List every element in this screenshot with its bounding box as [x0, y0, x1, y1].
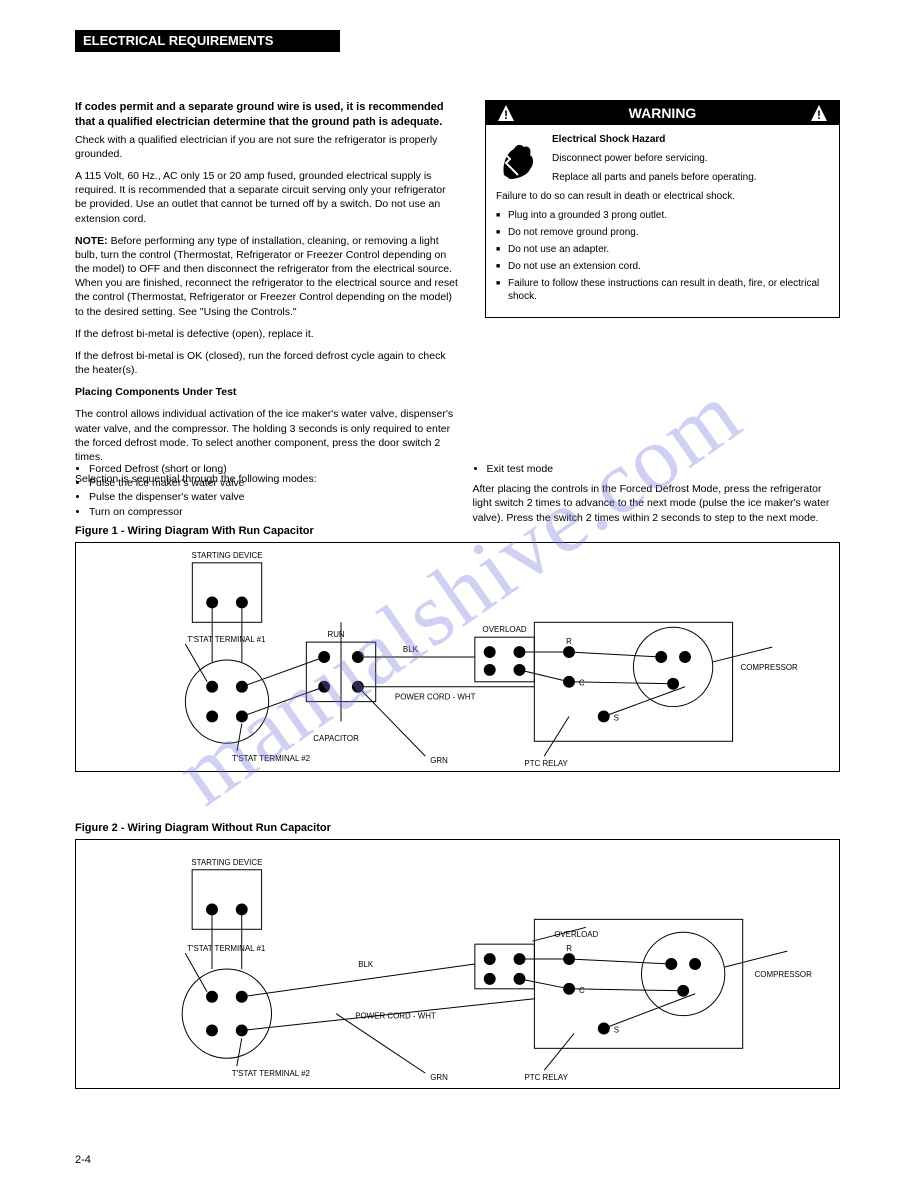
svg-label: S	[614, 713, 619, 722]
warning-line2: Replace all parts and panels before oper…	[496, 171, 829, 184]
figure1-svg: STARTING DEVICE T'STAT TERMINAL #1 T'STA…	[76, 543, 839, 771]
below-columns: Forced Defrost (short or long) Pulse the…	[75, 462, 840, 525]
left-p3: After placing the controls in the Forced…	[473, 482, 841, 525]
svg-label: POWER CORD - WHT	[395, 693, 476, 702]
warning-bullet: Failure to follow these instructions can…	[496, 277, 829, 303]
sel-item: Turn on compressor	[89, 505, 443, 519]
warning-bullet: Plug into a grounded 3 prong outlet.	[496, 209, 829, 222]
placing-label: Placing Components Under Test	[75, 385, 460, 399]
svg-label: OVERLOAD	[483, 625, 527, 634]
shock-hand-icon	[496, 135, 544, 183]
figure1-diagram: STARTING DEVICE T'STAT TERMINAL #1 T'STA…	[75, 542, 840, 772]
page-number: 2-4	[75, 1154, 91, 1166]
warning-title: WARNING	[629, 105, 697, 121]
left-p2: A 115 Volt, 60 Hz., AC only 15 or 20 amp…	[75, 169, 460, 226]
svg-label: GRN	[430, 1073, 448, 1082]
sel-item: Pulse the dispenser's water valve	[89, 490, 443, 504]
figure2-diagram: STARTING DEVICE T'STAT TERMINAL #1 T'STA…	[75, 839, 840, 1089]
left-p1: Check with a qualified electrician if yo…	[75, 133, 460, 161]
svg-label: STARTING DEVICE	[192, 551, 263, 560]
figure1-caption: Figure 1 - Wiring Diagram With Run Capac…	[75, 525, 314, 537]
warning-triangle-icon: !	[496, 103, 516, 123]
svg-label: T'STAT TERMINAL #1	[187, 944, 266, 953]
note-text: Before performing any type of installati…	[75, 235, 458, 318]
svg-label: C	[579, 986, 585, 995]
figure2-caption: Figure 2 - Wiring Diagram Without Run Ca…	[75, 822, 331, 834]
figure2-svg: STARTING DEVICE T'STAT TERMINAL #1 T'STA…	[76, 840, 839, 1088]
warning-bullet: Do not use an adapter.	[496, 243, 829, 256]
warning-body: Electrical Shock Hazard Disconnect power…	[486, 125, 839, 317]
svg-label: T'STAT TERMINAL #1	[187, 635, 266, 644]
svg-label: OVERLOAD	[554, 930, 598, 939]
svg-label: R	[566, 944, 572, 953]
warning-lead: Electrical Shock Hazard	[496, 133, 829, 146]
svg-label: COMPRESSOR	[741, 663, 798, 672]
placing-text: The control allows individual activation…	[75, 407, 460, 464]
svg-label: S	[614, 1025, 619, 1034]
left-header: If codes permit and a separate ground wi…	[75, 100, 460, 130]
svg-label: PTC RELAY	[524, 759, 568, 768]
svg-label: GRN	[430, 756, 448, 765]
svg-label: STARTING DEVICE	[191, 858, 262, 867]
warning-box: ! WARNING ! Electrical Shock Hazard Disc…	[485, 100, 840, 318]
note-label: NOTE:	[75, 235, 108, 247]
sel-item: Exit test mode	[487, 462, 841, 476]
svg-text:!: !	[817, 108, 821, 122]
svg-text:!: !	[504, 108, 508, 122]
svg-label: PTC RELAY	[524, 1073, 568, 1082]
svg-label: R	[566, 637, 572, 646]
warning-line1: Disconnect power before servicing.	[496, 152, 829, 165]
warning-header: ! WARNING !	[486, 101, 839, 125]
left-note: NOTE: Before performing any type of inst…	[75, 234, 460, 319]
svg-label: BLK	[403, 645, 419, 654]
svg-label: BLK	[358, 960, 374, 969]
svg-label: CAPACITOR	[313, 734, 359, 743]
section-title-banner: ELECTRICAL REQUIREMENTS	[75, 30, 340, 52]
warning-triangle-icon: !	[809, 103, 829, 123]
warning-line3: Failure to do so can result in death or …	[496, 190, 829, 203]
svg-label: COMPRESSOR	[755, 970, 812, 979]
svg-label: POWER CORD - WHT	[355, 1012, 436, 1021]
warning-bullets: Plug into a grounded 3 prong outlet. Do …	[496, 209, 829, 303]
sel-item: Forced Defrost (short or long)	[89, 462, 443, 476]
left-column: If codes permit and a separate ground wi…	[75, 100, 460, 494]
svg-label: RUN	[327, 630, 344, 639]
svg-label: C	[579, 679, 585, 688]
warning-bullet: Do not use an extension cord.	[496, 260, 829, 273]
left-below1: If the defrost bi-metal is defective (op…	[75, 327, 460, 341]
svg-label: T'STAT TERMINAL #2	[232, 754, 310, 763]
sel-item: Pulse the ice maker's water valve	[89, 476, 443, 490]
warning-bullet: Do not remove ground prong.	[496, 226, 829, 239]
left-below2: If the defrost bi-metal is OK (closed), …	[75, 349, 460, 377]
svg-label: T'STAT TERMINAL #2	[232, 1069, 310, 1078]
